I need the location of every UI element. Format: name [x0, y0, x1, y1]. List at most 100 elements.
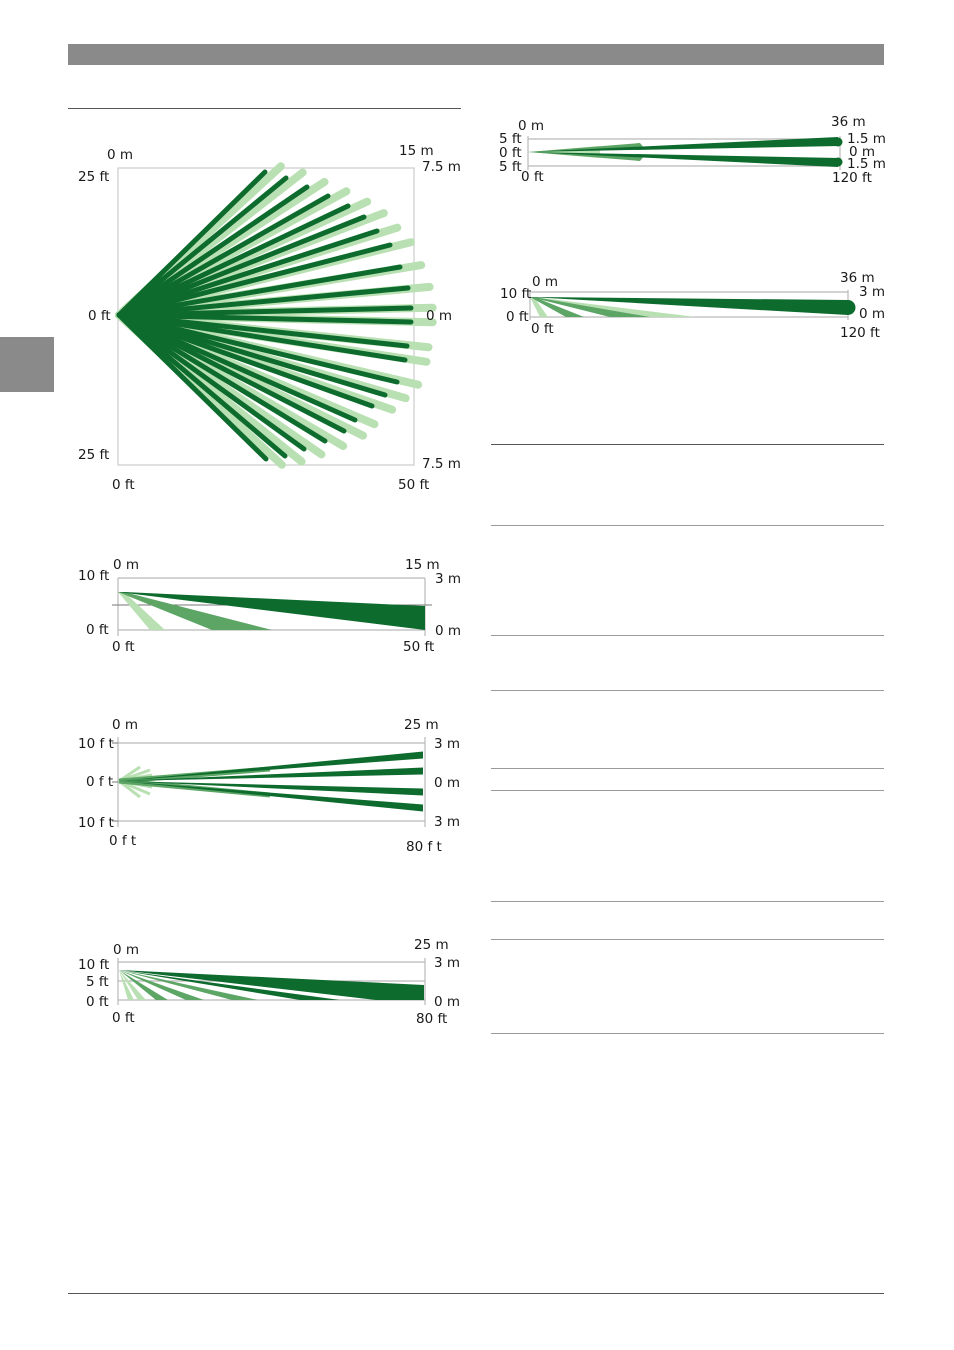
table-row-rule — [491, 939, 884, 940]
label-right-top-m: 7.5 m — [422, 159, 461, 175]
label-top-left-m: 0 m — [113, 557, 139, 573]
label-right-top-m: 1.5 m — [847, 131, 886, 147]
beam-dark — [116, 312, 269, 462]
label-top-left-m: 0 m — [107, 147, 133, 163]
beam-dark — [119, 767, 423, 781]
beam-dark — [116, 312, 400, 385]
beam-fan — [119, 970, 340, 1000]
label-top-right-m: 15 m — [399, 143, 434, 159]
label-bottom-right-ft: 50 ft — [398, 477, 429, 493]
label-left-bot-ft: 0 ft — [86, 622, 109, 638]
table-row-rule — [491, 768, 884, 769]
label-right-top-m: 3 m — [434, 736, 460, 752]
beam-dark — [119, 970, 424, 1000]
label-left-bot-ft: 0 ft — [86, 994, 109, 1010]
label-bottom-right-ft: 120 ft — [832, 170, 872, 186]
beam-mid — [528, 152, 644, 161]
label-top-left-m: 0 m — [113, 942, 139, 958]
beam-fan — [119, 970, 258, 1000]
label-top-left-m: 0 m — [518, 118, 544, 134]
label-top-right-m: 36 m — [831, 114, 866, 130]
label-right-mid-m: 0 m — [426, 308, 452, 324]
label-left-top-ft: 10 ft — [78, 957, 109, 973]
beam-dark — [116, 203, 351, 318]
beam-dark — [116, 312, 414, 325]
label-bottom-right-ft: 80 ft — [416, 1011, 447, 1027]
label-right-top-m: 3 m — [859, 284, 885, 300]
beam-dark — [116, 312, 408, 363]
beam-end — [833, 137, 843, 147]
table-row-rule — [491, 635, 884, 636]
beam-dark — [528, 152, 840, 167]
beam-end — [833, 157, 843, 167]
label-right-bot-m: 0 m — [435, 623, 461, 639]
beam-group — [119, 970, 424, 1000]
label-bottom-left-ft: 0 ft — [112, 477, 135, 493]
label-left-bot-ft: 25 ft — [78, 447, 109, 463]
beam-mid — [530, 297, 584, 317]
beam-dark — [118, 592, 425, 630]
beam-mid — [118, 592, 272, 630]
label-right-bot-m: 3 m — [434, 814, 460, 830]
beam-dark — [116, 312, 288, 459]
label-left-top-ft: 10 ft — [78, 568, 109, 584]
label-bottom-right-ft: 120 ft — [840, 325, 880, 341]
label-left-mid-ft: 0 ft — [499, 145, 522, 161]
beam-dark — [119, 781, 423, 812]
beam-light — [530, 297, 548, 317]
label-bottom-left-ft: 0 ft — [531, 321, 554, 337]
label-left-bot-ft: 5 ft — [499, 159, 522, 175]
beam-fan — [119, 970, 134, 1000]
beam-light — [530, 297, 696, 317]
beam-group — [115, 162, 437, 469]
label-right-bot-m: 1.5 m — [847, 156, 886, 172]
beam-mid — [530, 297, 650, 317]
label-left-top-ft: 5 ft — [499, 131, 522, 147]
label-top-right-m: 15 m — [405, 557, 440, 573]
table-row-rule — [491, 1033, 884, 1034]
beam-dark — [530, 297, 848, 315]
label-top-left-m: 0 m — [112, 717, 138, 733]
label-top-right-m: 25 m — [414, 937, 449, 953]
label-right-top-m: 3 m — [434, 955, 460, 971]
beam-fan — [119, 970, 146, 1000]
beam-dark — [116, 169, 268, 318]
label-bottom-left-ft: 0 ft — [112, 639, 135, 655]
label-left-top-ft: 10 ft — [500, 286, 531, 302]
label-bottom-right-ft: 80 f t — [406, 839, 442, 855]
beam-dark — [116, 312, 347, 434]
left-column-rule — [68, 108, 461, 109]
label-left-bot-ft: 0 ft — [506, 309, 529, 325]
beam-dark — [116, 228, 380, 318]
label-top-right-m: 25 m — [404, 717, 439, 733]
table-row-rule — [491, 525, 884, 526]
beam-dark — [116, 264, 403, 318]
label-top-right-m: 36 m — [840, 270, 875, 286]
label-left-top-ft: 25 ft — [78, 169, 109, 185]
footer-rule — [68, 1293, 884, 1294]
label-left-mid-ft: 0 f t — [86, 774, 113, 790]
beam-group — [118, 751, 423, 812]
beam-end — [840, 300, 856, 315]
header-bar — [68, 44, 884, 65]
beam-dark — [116, 312, 328, 444]
label-bottom-left-ft: 0 ft — [521, 169, 544, 185]
beam-light — [118, 592, 165, 630]
table-row-rule — [491, 790, 884, 791]
label-bottom-right-ft: 50 ft — [403, 639, 434, 655]
label-left-mid-ft: 5 ft — [86, 974, 109, 990]
beam-dark — [116, 175, 289, 318]
label-left-bot-ft: 10 f t — [78, 815, 114, 831]
beam-dark — [119, 781, 423, 796]
table-row-rule — [491, 901, 884, 902]
beam-dark — [116, 193, 331, 318]
beam-fan — [119, 970, 168, 1000]
beam-dark — [116, 242, 393, 318]
table-row-rule — [491, 690, 884, 691]
beam-dark — [119, 751, 423, 781]
